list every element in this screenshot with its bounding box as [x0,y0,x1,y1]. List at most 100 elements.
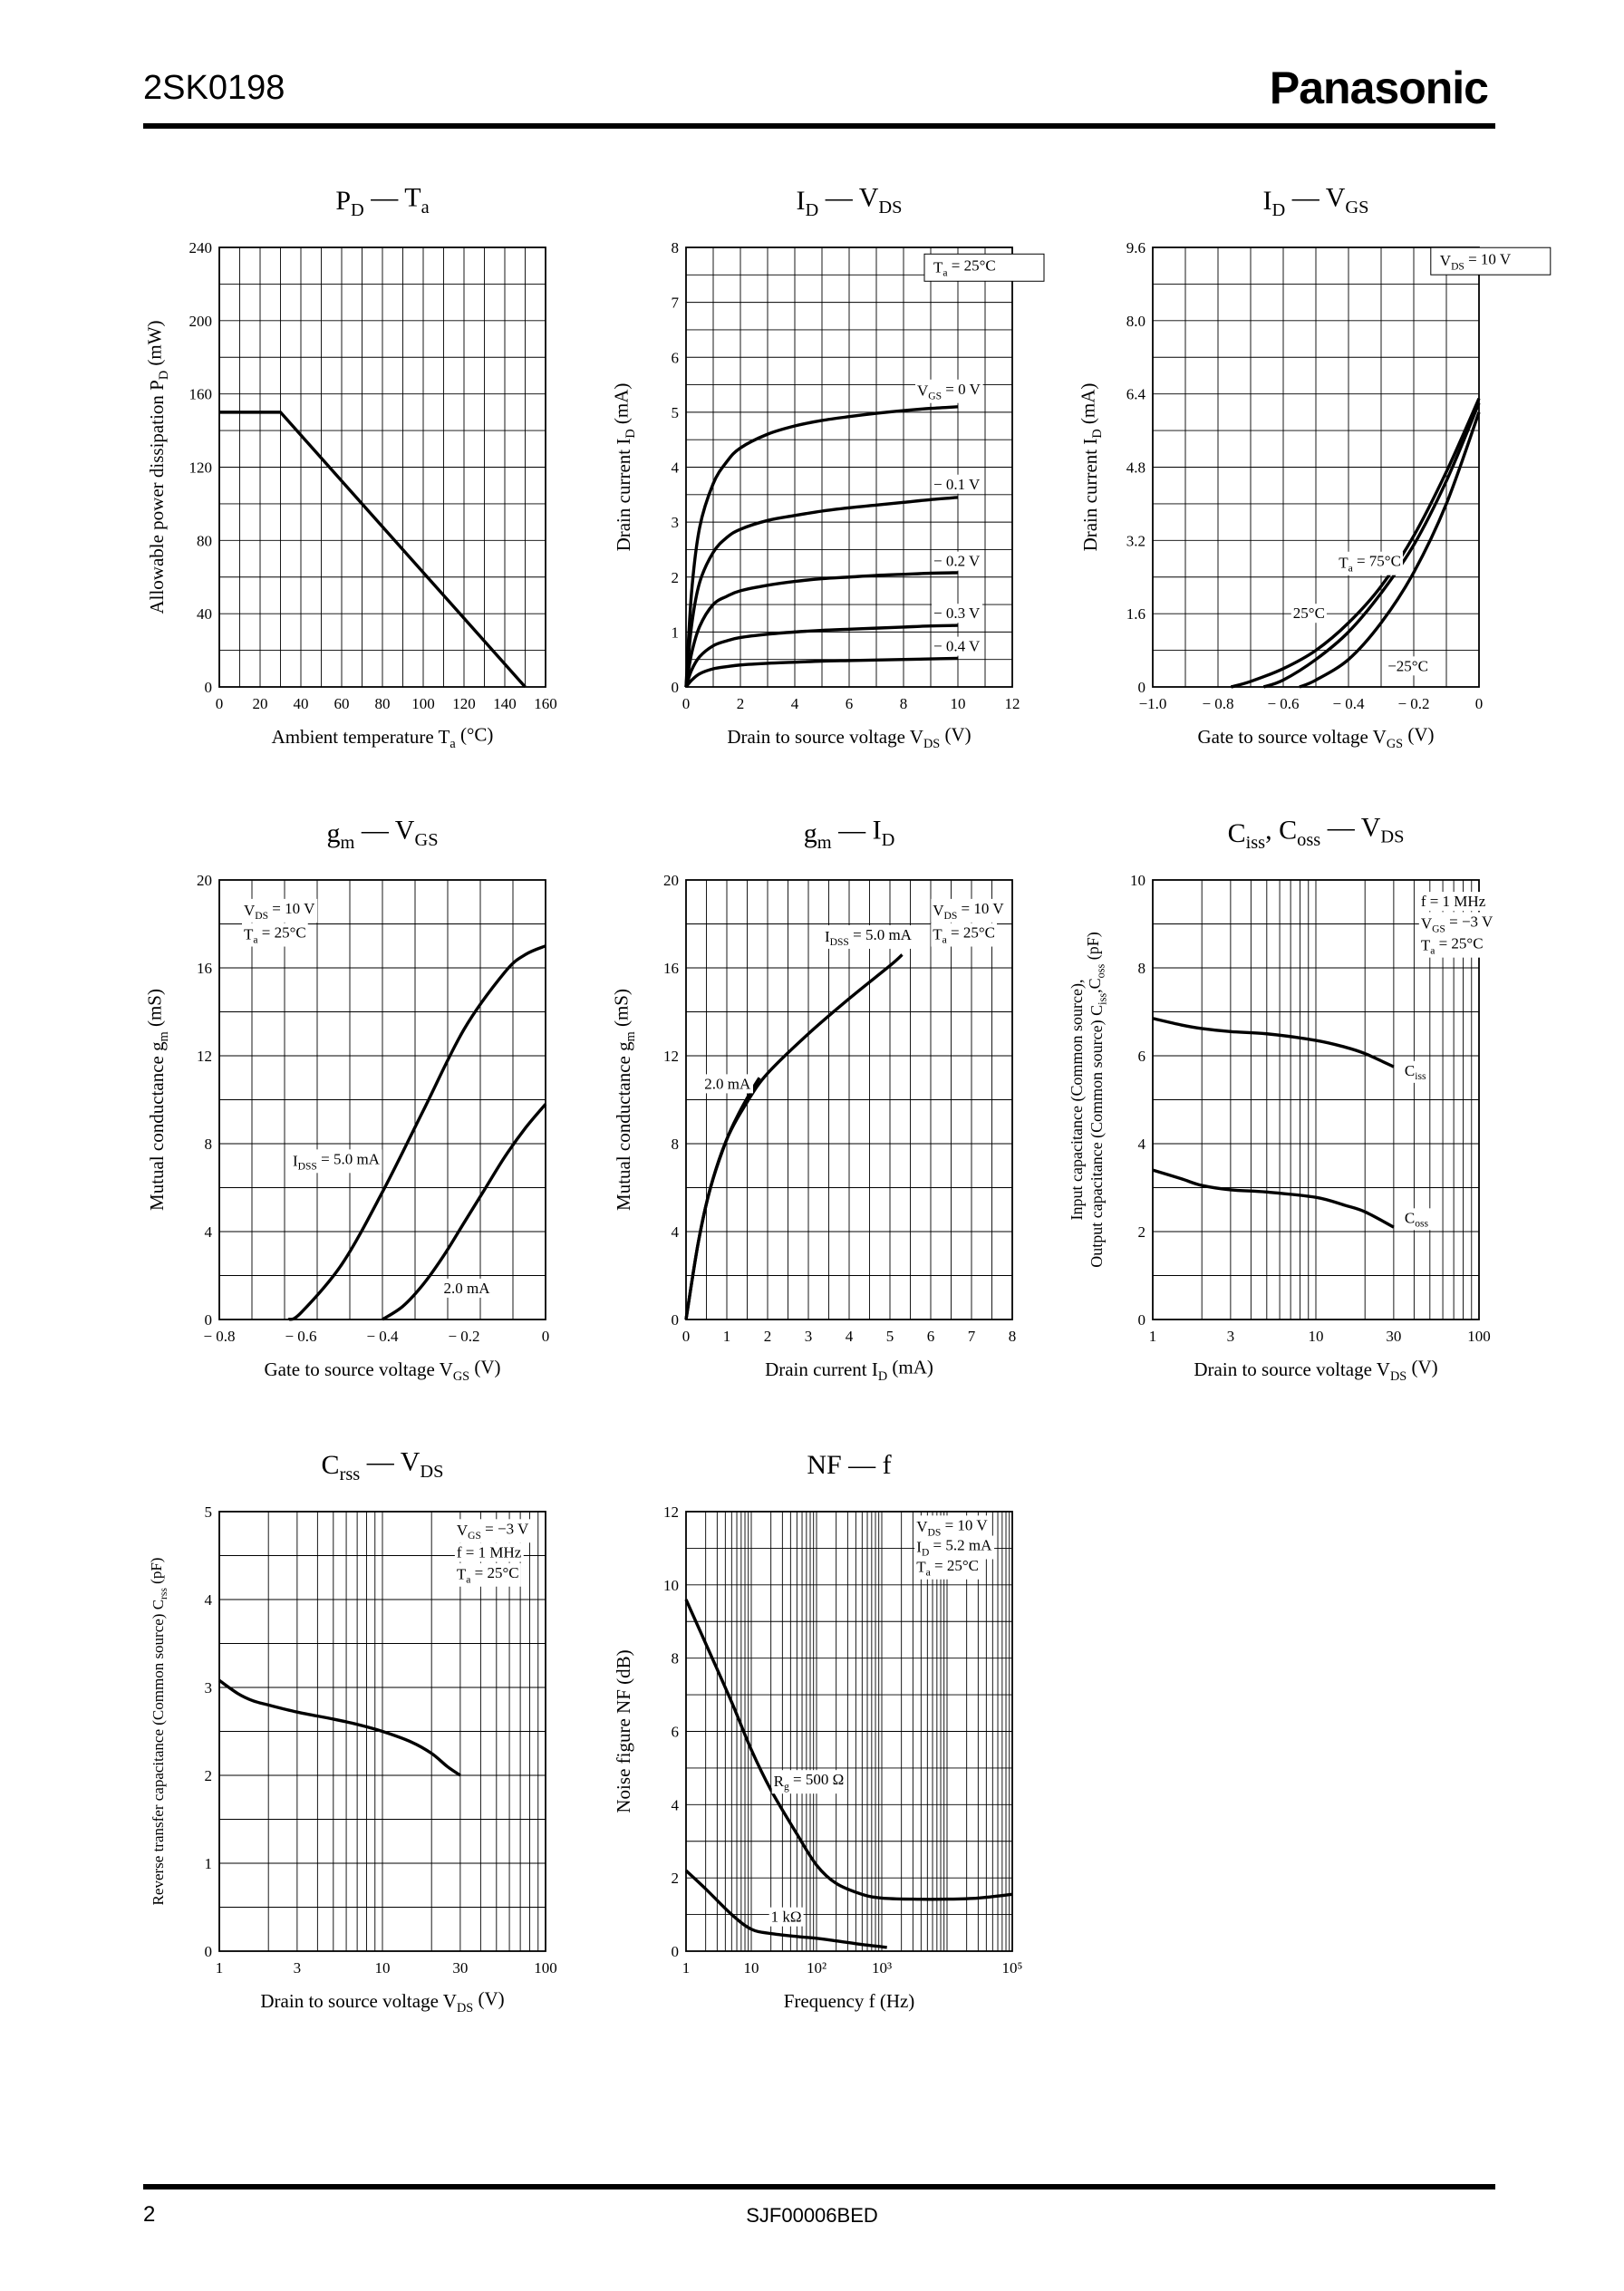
y-tick-label: 10 [1130,872,1146,889]
chart-ciss-coss-vds: 1 3 10 30 100 0 2 4 6 8 10 Ciss, Coss — VDS Drain to… [1068,812,1495,1384]
x-axis-label: Drain to source voltage VDS (V) [1194,1357,1437,1384]
x-tick-label: 10² [807,1959,826,1977]
annotation-label: 2.0 mA [704,1075,751,1092]
y-tick-label: 4.8 [1126,459,1146,477]
header-rule [143,123,1495,129]
x-tick-label: 0 [1475,695,1484,712]
x-tick-label: 8 [900,695,908,712]
y-tick-label: 4 [205,1223,213,1241]
y-tick-label: 0 [672,1311,680,1329]
y-tick-label: 0 [1138,1311,1146,1329]
y-tick-label: 0 [672,679,680,696]
y-tick-label: 1.6 [1126,605,1146,623]
annotation-bg [1337,551,1403,575]
y-tick-label: 2 [205,1767,213,1784]
chart-title: ID — VDS [797,183,903,221]
annotation-bg [932,256,998,280]
x-tick-label: 30 [452,1959,468,1977]
annotation-label: VDS = 10 V [933,900,1004,922]
x-tick-label: − 0.4 [366,1328,399,1345]
plot-frame [218,246,546,688]
footer-rule [143,2184,1495,2190]
x-tick-label: − 0.8 [203,1328,235,1345]
annotation-label: Ta = 25°C [933,924,995,946]
y-tick-label: 16 [663,960,679,977]
x-tick-label: 1 [216,1959,224,1977]
x-tick-label: 5 [886,1328,894,1345]
series-line-3 [684,624,959,688]
annotation-label: f = 1 MHz [1421,893,1486,910]
page-number: 2 [143,2202,156,2227]
annotation-label: − 0.2 V [933,553,981,570]
chart-nf-f: 1 10 10² 10³ 10⁵ 0 2 4 6 8 10 12 NF — f Frequency f (… [613,1450,1023,2012]
y-tick-label: 6 [1138,1048,1146,1065]
annotation-bg [1418,933,1485,958]
annotation-label: ID = 5.2 mA [916,1537,992,1559]
annotation-bg [242,898,318,923]
x-tick-label: −1.0 [1139,695,1167,712]
x-tick-label: 2 [764,1328,772,1345]
annotation-bg [1437,249,1513,274]
annotation-label: VGS = −3 V [457,1520,529,1542]
annotation-bg [932,636,983,656]
x-tick-label: 10 [375,1959,391,1977]
y-tick-label: 9.6 [1126,239,1146,256]
x-tick-label: 120 [452,695,476,712]
series-line-0 [287,944,546,1321]
annotation-bg [1418,892,1488,912]
annotation-bg [931,923,998,947]
x-tick-label: 3 [294,1959,302,1977]
x-tick-label: − 0.6 [1267,695,1299,712]
x-tick-label: 80 [375,695,391,712]
series-line-0 [219,411,527,689]
y-tick-label: 0 [672,1943,680,1960]
y-tick-label: 8 [205,1136,213,1153]
annotation-label: − 0.3 V [933,604,981,622]
plot-frame [685,879,1013,1320]
series-line-1 [1262,402,1481,689]
series-line-1 [684,1077,761,1320]
annotation-bg [768,1907,804,1927]
annotation-bg [702,1074,753,1094]
plot-frame [685,246,1013,688]
series-line-1 [1152,1168,1395,1229]
y-tick-label: 160 [189,386,213,403]
y-tick-label: 4 [205,1591,213,1609]
annotation-label: − 0.1 V [933,476,981,493]
series-line-2 [1299,411,1481,689]
chart-title: ID — VGS [1263,183,1369,221]
plot-frame [1152,879,1480,1320]
annotation-bg [771,1770,846,1794]
chart-title: gm — VGS [326,816,438,854]
y-tick-label: 12 [197,1048,212,1065]
annotation-bg [932,474,983,494]
y-axis-label: Reverse transfer capacitance (Common sou… [148,1558,169,1906]
y-tick-label: 0 [1138,679,1146,696]
y-tick-label: 8 [672,1136,680,1153]
y-tick-label: 3 [672,514,680,531]
chart-title: Crss — VDS [322,1447,444,1485]
annotation-bg [932,551,983,571]
y-tick-label: 1 [672,624,680,641]
y-tick-label: 4 [672,1223,680,1241]
series-line-1 [382,1103,547,1321]
x-tick-label: 30 [1386,1328,1401,1345]
y-tick-label: 8.0 [1126,313,1146,330]
chart-title: gm — ID [804,816,895,854]
x-tick-label: 0 [542,1328,550,1345]
annotation-bg [914,1535,995,1560]
y-tick-label: 20 [663,872,679,889]
x-tick-label: 1 [1149,1328,1157,1345]
x-axis-label: Ambient temperature Ta (°C) [272,724,494,751]
x-tick-label: 1 [682,1959,691,1977]
annotation-label: 2.0 mA [444,1280,491,1297]
annotation-label: Ta = 25°C [244,924,306,946]
annotation-label: Ta = 25°C [1421,935,1484,957]
series-line-0 [218,1678,461,1777]
x-axis-label: Drain current ID (mA) [765,1357,933,1384]
annotation-label: VDS = 10 V [244,900,315,922]
annotation-label: Ta = 75°C [1339,553,1401,575]
x-tick-label: 4 [791,695,799,712]
annotation-bg [915,379,983,403]
